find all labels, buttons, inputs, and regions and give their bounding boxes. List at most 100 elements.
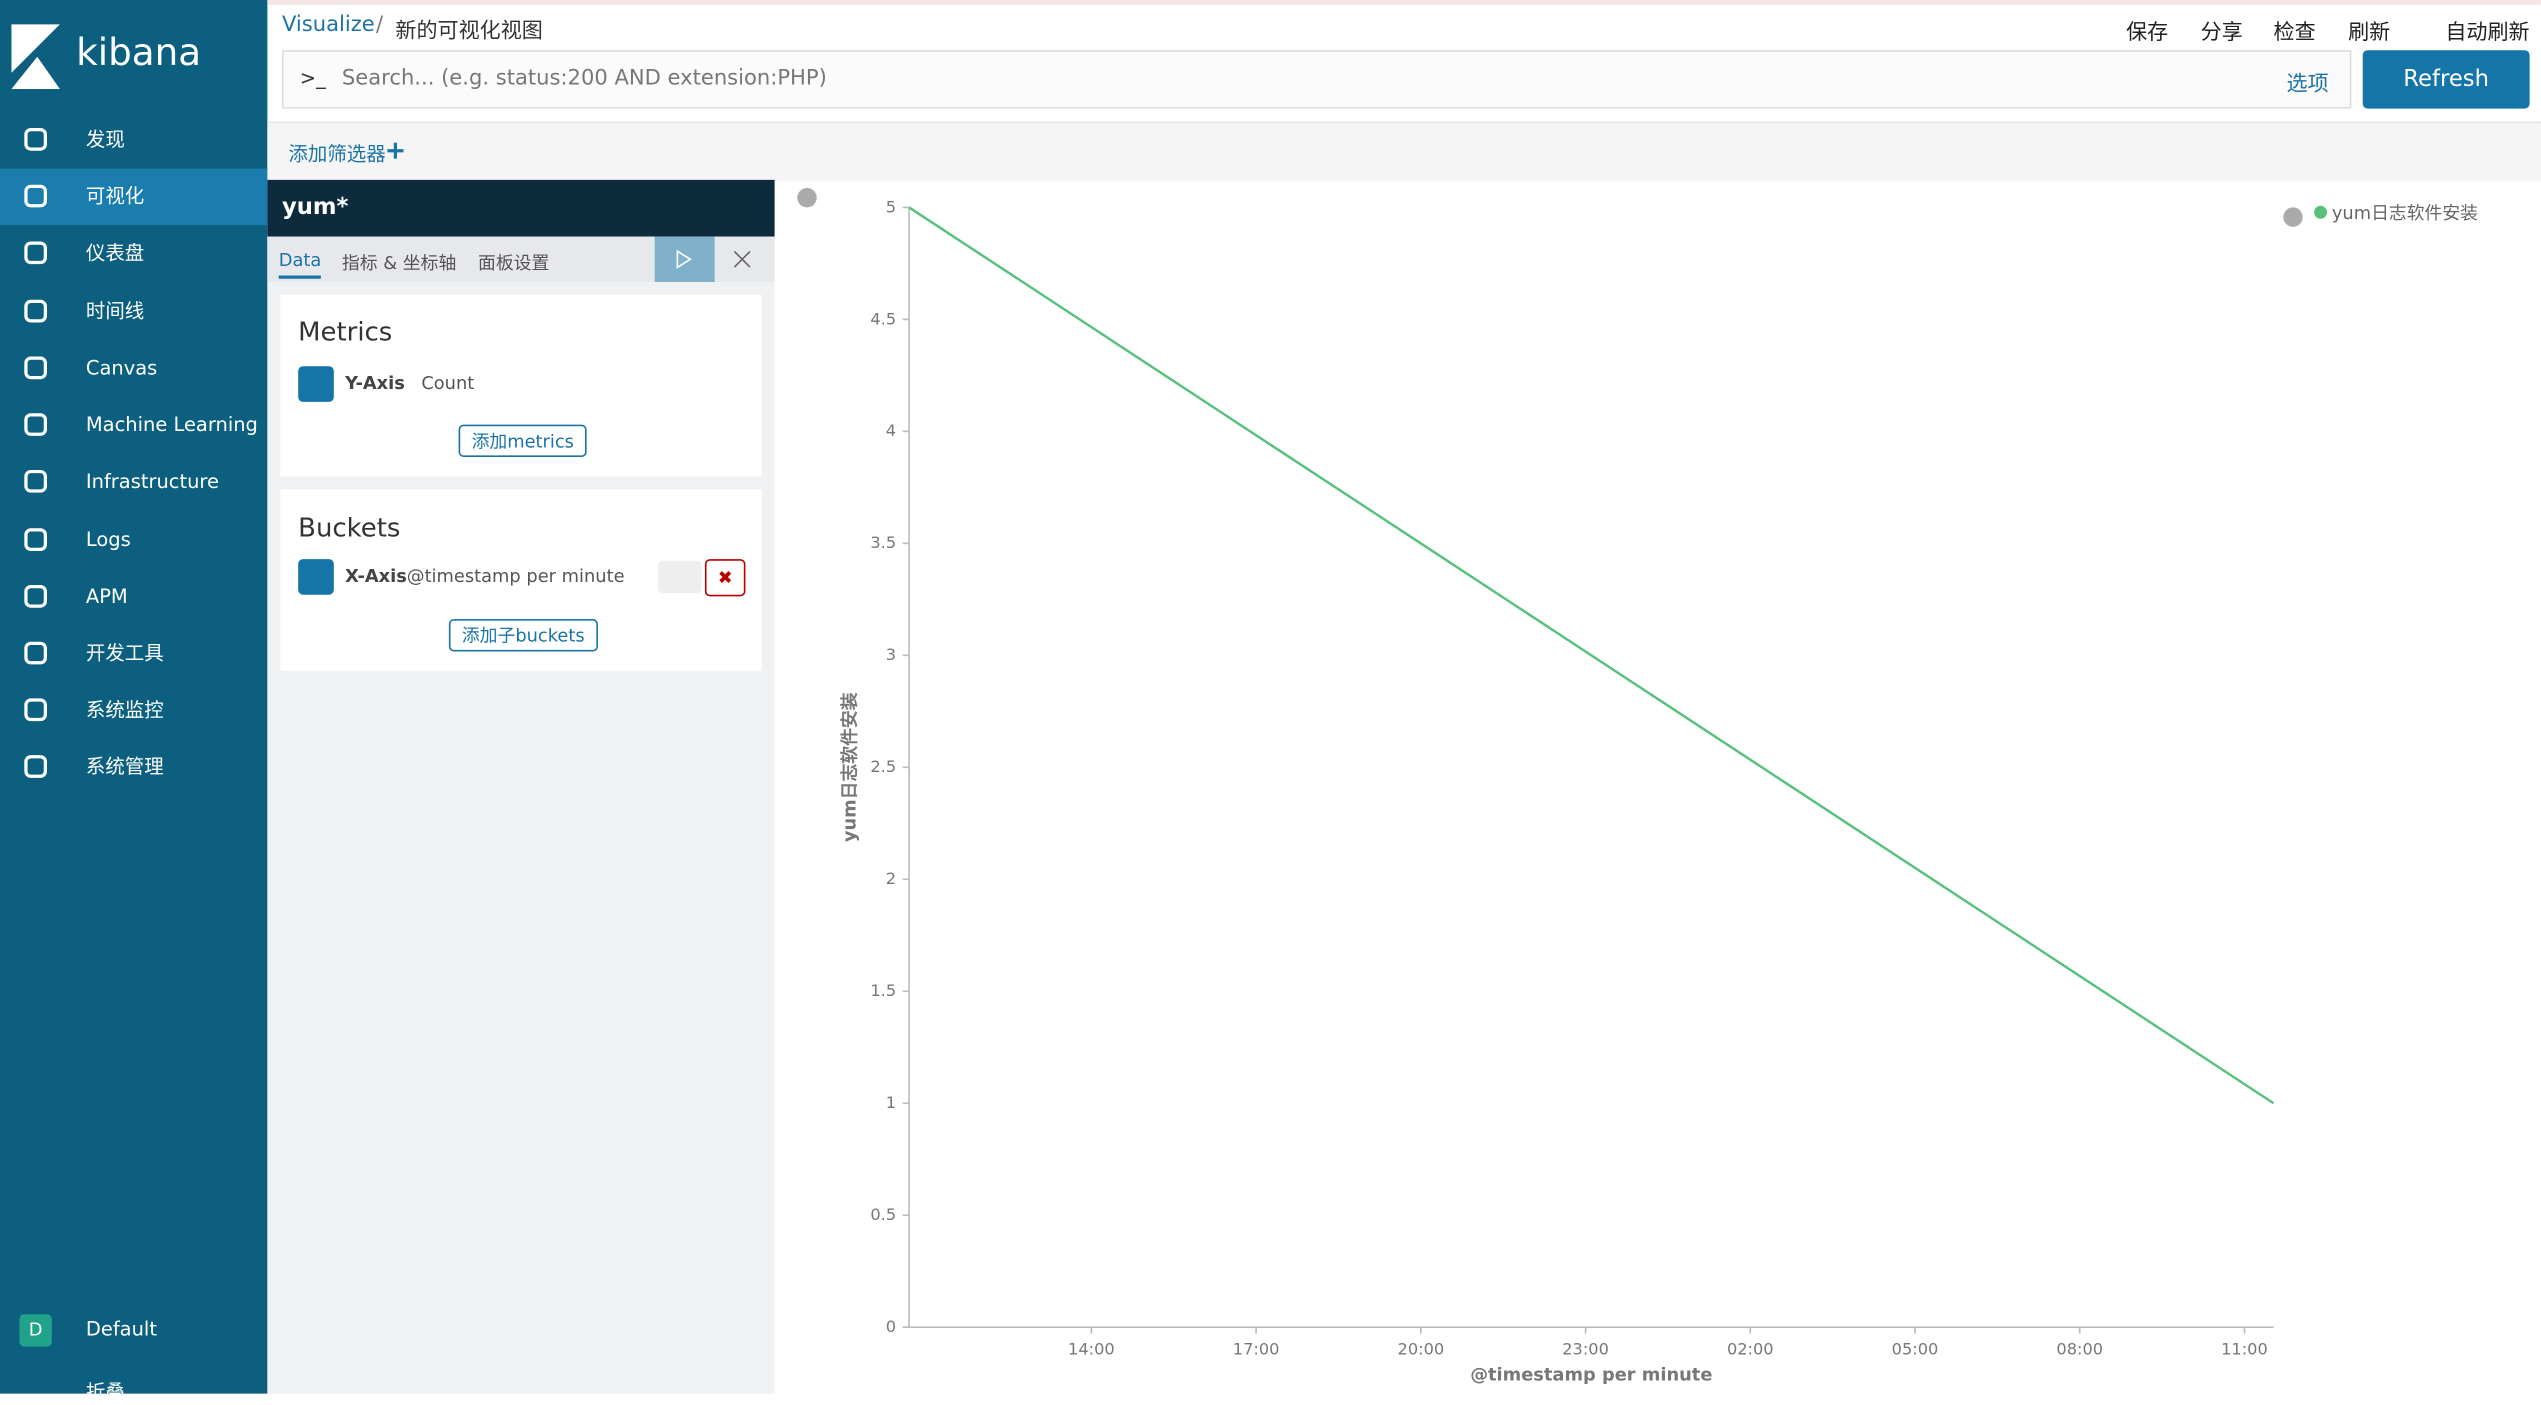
tab[interactable]: 面板设置: [478, 252, 550, 274]
header-action[interactable]: 保存: [2126, 21, 2169, 46]
nav-item[interactable]: 发现: [0, 112, 267, 169]
nav-label: 发现: [85, 128, 125, 151]
x-tick-label: 17:00: [1233, 1340, 1280, 1359]
tab[interactable]: 指标 & 坐标轴: [341, 252, 457, 274]
nav-icon: [24, 128, 47, 151]
close[interactable]: [734, 251, 751, 268]
nav-label: Machine Learning: [85, 413, 258, 436]
nav-label: 系统管理: [85, 755, 164, 778]
buckets-panel: Buckets X-Axis @timestamp per minute ✖ 添…: [280, 489, 762, 671]
apply-button[interactable]: [654, 236, 715, 282]
index-name: yum*: [267, 179, 775, 237]
tab[interactable]: Data: [278, 250, 322, 279]
agg-type: @timestamp per minute: [406, 565, 625, 587]
header-action[interactable]: 分享: [2200, 21, 2243, 46]
search-placeholder: Search... (e.g. status:200 AND extension…: [341, 66, 827, 91]
nav-item[interactable]: 开发工具: [0, 626, 267, 683]
y-tick-label: 3.5: [870, 533, 896, 552]
legend-label: yum日志软件安装: [2332, 203, 2478, 224]
nav-item[interactable]: Machine Learning: [0, 397, 267, 454]
nav-item[interactable]: APM: [0, 569, 267, 626]
nav-icon: [24, 413, 47, 436]
nav-label: Logs: [85, 528, 131, 551]
y-tick-label: 3: [886, 645, 896, 664]
nav-item[interactable]: Logs: [0, 512, 267, 569]
legend-toggle[interactable]: [2283, 207, 2303, 227]
logo-icon: [11, 24, 60, 90]
nav-item[interactable]: Infrastructure: [0, 454, 267, 511]
nav-label: 仪表盘: [85, 241, 145, 265]
y-tick-label: 2.5: [870, 757, 896, 776]
metrics-panel: Metrics Y-Axis Count 添加metrics: [280, 294, 762, 477]
nav-icon: [24, 641, 47, 665]
y-tick-label: 0: [886, 1317, 896, 1336]
nav-label: 时间线: [85, 299, 145, 323]
nav-item[interactable]: 时间线: [0, 284, 267, 341]
y-tick-label: 5: [886, 197, 896, 216]
x-axis-label: @timestamp per minute: [1470, 1365, 1712, 1386]
add-metrics[interactable]: 添加metrics: [458, 424, 587, 457]
nav-icon: [24, 299, 47, 323]
prompt: >_: [299, 66, 326, 90]
refresh-button[interactable]: Refresh: [2362, 50, 2530, 109]
options[interactable]: 选项: [2286, 72, 2329, 98]
nav-item[interactable]: 系统管理: [0, 739, 267, 796]
editor: yum* Data 指标 & 坐标轴 面板设置 Metrics Y-Axis C…: [267, 179, 775, 1394]
nav-label: 开发工具: [85, 641, 164, 665]
line: [908, 206, 2275, 1105]
nav-icon: [24, 184, 47, 208]
add-buckets[interactable]: 添加子buckets: [448, 619, 598, 652]
space[interactable]: Default: [85, 1317, 157, 1341]
y-tick-label: 4: [886, 421, 896, 440]
page-title: 新的可视化视图: [395, 19, 543, 44]
nav-label: 可视化: [85, 184, 145, 208]
nav-label: Canvas: [85, 356, 158, 380]
search-bar[interactable]: >_ Search... (e.g. status:200 AND extens…: [281, 50, 2352, 109]
top-border: [267, 0, 2541, 5]
header-action[interactable]: 刷新: [2348, 21, 2391, 46]
y-tick-label: 1: [886, 1093, 896, 1112]
x-tick-label: 02:00: [1727, 1340, 1774, 1359]
nav-icon: [24, 585, 47, 608]
logo: kibana: [76, 32, 202, 75]
nav-icon: [24, 755, 47, 778]
header-action[interactable]: 检查: [2273, 21, 2316, 46]
header-action[interactable]: 自动刷新: [2445, 21, 2530, 46]
agg-axis: X-Axis: [345, 565, 407, 587]
y-tick-label: 1.5: [870, 981, 896, 1000]
agg-type: Count: [421, 372, 475, 394]
nav-item[interactable]: Canvas: [0, 340, 267, 397]
section-title: Buckets: [298, 512, 401, 543]
breadcrumb[interactable]: Visualize: [281, 12, 375, 38]
y-tick-label: 4.5: [870, 309, 896, 328]
y-tick-label: 2: [886, 869, 896, 888]
collapse[interactable]: 折叠: [85, 1380, 125, 1404]
add-filter[interactable]: 添加筛选器: [288, 142, 386, 166]
tabs: Data 指标 & 坐标轴 面板设置: [267, 236, 775, 282]
sidebar: kibana 发现可视化仪表盘时间线 Canvas Machine Learning…: [0, 0, 268, 1403]
expand[interactable]: [298, 366, 334, 402]
nav-item[interactable]: 系统监控: [0, 682, 267, 739]
nav-icon: [24, 356, 47, 380]
nav-label: Infrastructure: [85, 469, 219, 493]
section-title: Metrics: [298, 315, 393, 347]
nav-item[interactable]: 仪表盘: [0, 225, 267, 282]
legend-marker: [2314, 205, 2328, 219]
x-tick-label: 23:00: [1562, 1340, 1609, 1359]
expand[interactable]: [298, 559, 334, 595]
nav-item[interactable]: 可视化: [0, 168, 268, 226]
nav-icon: [24, 469, 47, 493]
agg-axis: Y-Axis: [345, 372, 405, 394]
toggle[interactable]: [657, 560, 702, 594]
space-badge[interactable]: D: [19, 1314, 52, 1347]
remove[interactable]: ✖: [704, 559, 746, 597]
plus-icon: [387, 142, 404, 159]
nav-icon: [24, 698, 47, 722]
y-axis-label: yum日志软件安装: [839, 692, 861, 842]
collapse-editor[interactable]: [797, 187, 817, 208]
breadcrumb-separator: /: [375, 12, 384, 38]
chart: 0 0.5 1 1.5 2 2.5 3 3.5 4 4.5 5 14:00 17:00 20:00 23:0…: [797, 187, 2478, 1386]
filter-bar: 添加筛选器: [267, 121, 2541, 182]
